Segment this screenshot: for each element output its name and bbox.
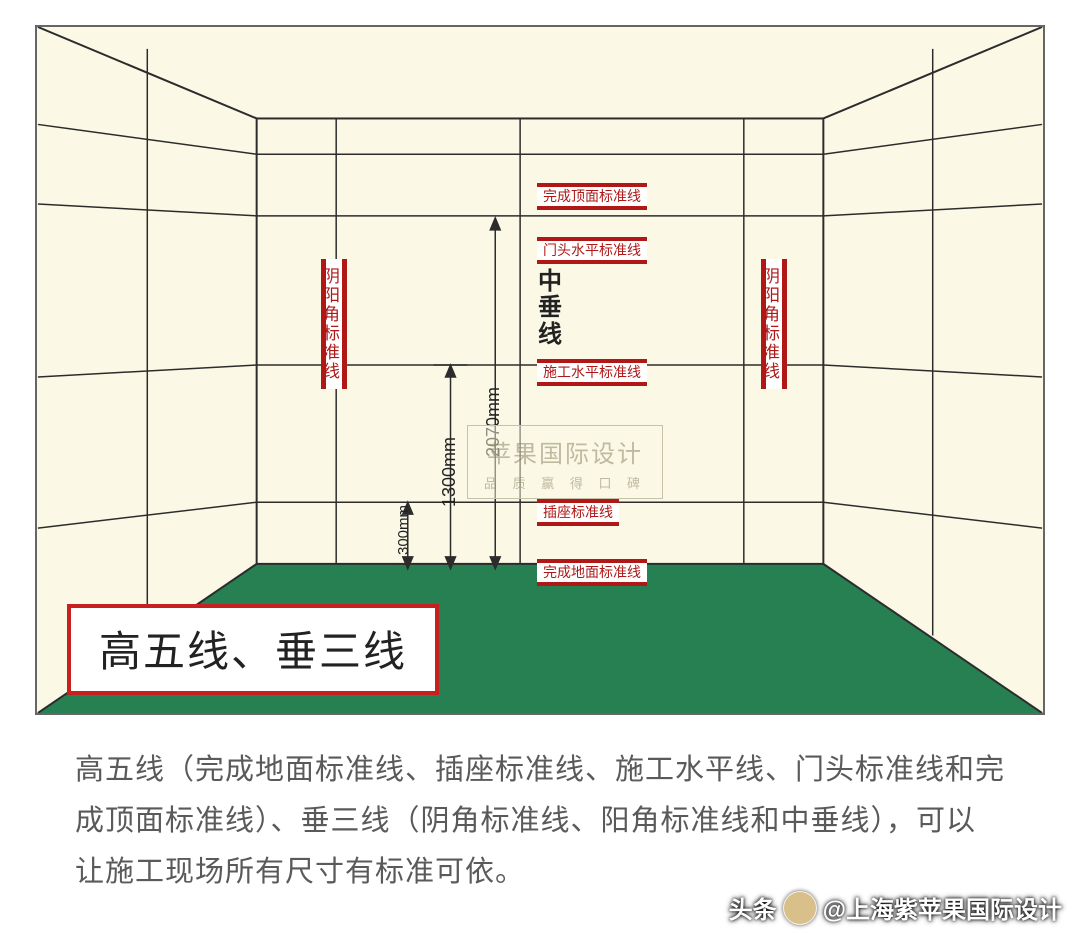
- diagram-title: 高五线、垂三线: [67, 604, 439, 695]
- dim-1300: 1300mm: [439, 437, 460, 507]
- dim-300: 300mm: [395, 505, 412, 555]
- label-yinyang-right: 阴阳角标准线: [761, 259, 787, 389]
- watermark: 苹果国际设计 品 质 赢 得 口 碑: [467, 425, 663, 499]
- label-central-vertical: 中垂线: [537, 269, 563, 348]
- diagram-frame: 完成顶面标准线 门头水平标准线 施工水平标准线 插座标准线 完成地面标准线 阴阳…: [35, 25, 1045, 715]
- label-door-head: 门头水平标准线: [537, 237, 647, 264]
- label-ceiling: 完成顶面标准线: [537, 183, 647, 210]
- label-floor: 完成地面标准线: [537, 559, 647, 586]
- caption-text: 高五线（完成地面标准线、插座标准线、施工水平线、门头标准线和完成顶面标准线）、垂…: [35, 745, 1045, 897]
- watermark-line2: 品 质 赢 得 口 碑: [484, 473, 646, 492]
- attrib-prefix: 头条: [729, 890, 777, 925]
- watermark-line1: 苹果国际设计: [484, 434, 646, 469]
- avatar-icon: [783, 891, 817, 925]
- label-yinyang-left: 阴阳角标准线: [321, 259, 347, 389]
- page: 完成顶面标准线 门头水平标准线 施工水平标准线 插座标准线 完成地面标准线 阴阳…: [0, 0, 1080, 935]
- label-socket: 插座标准线: [537, 499, 619, 526]
- attribution: 头条 @上海紫苹果国际设计: [729, 890, 1062, 925]
- attrib-handle: @上海紫苹果国际设计: [823, 890, 1062, 925]
- label-construction: 施工水平标准线: [537, 359, 647, 386]
